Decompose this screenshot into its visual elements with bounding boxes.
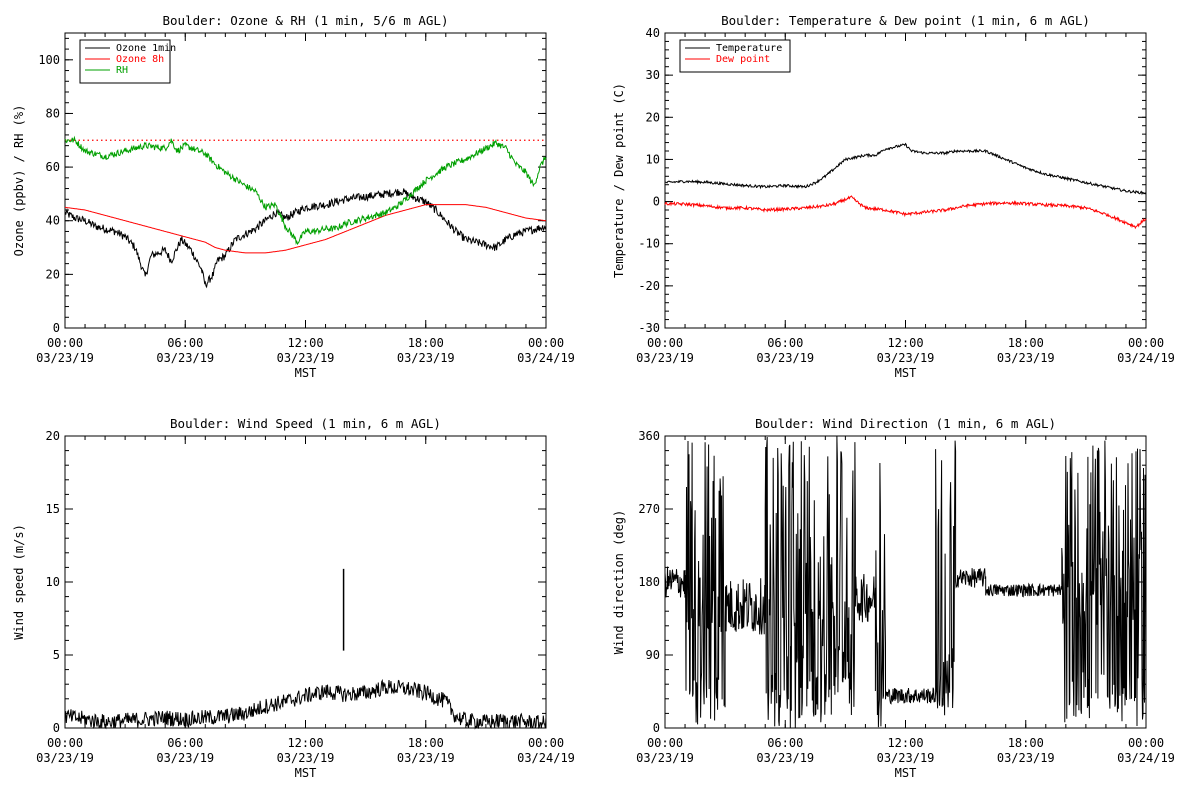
- chart-title: Boulder: Wind Direction (1 min, 6 m AGL): [755, 416, 1056, 431]
- y-tick-label: 15: [46, 502, 60, 516]
- y-tick-label: 270: [638, 502, 660, 516]
- chart-panel-1: Boulder: Ozone & RH (1 min, 5/6 m AGL) 0 2…: [12, 13, 575, 380]
- x-tick-label-time: 12:00: [287, 336, 323, 350]
- legend-entry: Ozone 1min: [116, 43, 176, 54]
- x-tick-label-date: 03/23/19: [997, 351, 1055, 365]
- y-tick-label: -30: [638, 321, 660, 335]
- legend-entry: Ozone 8h: [116, 54, 164, 65]
- x-tick-label-date: 03/23/19: [36, 351, 94, 365]
- x-tick-label-time: 12:00: [887, 736, 923, 750]
- x-tick-label-time: 18:00: [408, 336, 444, 350]
- x-tick-label-time: 00:00: [528, 336, 564, 350]
- y-tick-label: 360: [638, 429, 660, 443]
- series-line: [664, 436, 1147, 728]
- y-tick-label: 0: [653, 721, 660, 735]
- y-tick-label: 0: [53, 321, 60, 335]
- series-line: [64, 678, 547, 730]
- x-tick-label-time: 00:00: [528, 736, 564, 750]
- x-tick-label-date: 03/23/19: [156, 751, 214, 765]
- x-tick-label-date: 03/23/19: [877, 751, 935, 765]
- y-tick-label: 30: [646, 68, 660, 82]
- y-tick-label: 0: [53, 721, 60, 735]
- y-tick-label: -10: [638, 237, 660, 251]
- y-tick-label: 10: [46, 575, 60, 589]
- x-tick-label-time: 06:00: [767, 336, 803, 350]
- x-axis-label: MST: [895, 366, 917, 380]
- x-tick-label-time: 12:00: [887, 336, 923, 350]
- x-tick-label-time: 00:00: [1128, 336, 1164, 350]
- x-tick-label-date: 03/23/19: [277, 351, 335, 365]
- x-tick-label-date: 03/24/19: [1117, 751, 1175, 765]
- y-axis-label: Wind speed (m/s): [12, 524, 26, 640]
- y-tick-label: -20: [638, 279, 660, 293]
- x-tick-label-date: 03/23/19: [997, 751, 1055, 765]
- y-tick-label: 60: [46, 160, 60, 174]
- y-tick-label: 40: [646, 26, 660, 40]
- x-tick-label-date: 03/23/19: [877, 351, 935, 365]
- x-tick-label-date: 03/23/19: [397, 751, 455, 765]
- x-tick-label-time: 00:00: [47, 736, 83, 750]
- x-axis-label: MST: [295, 366, 317, 380]
- x-tick-label-date: 03/23/19: [756, 751, 814, 765]
- y-tick-label: 5: [53, 648, 60, 662]
- x-tick-label-date: 03/24/19: [517, 351, 575, 365]
- x-tick-label-time: 00:00: [647, 736, 683, 750]
- series-line: [64, 188, 547, 289]
- y-tick-label: 10: [646, 152, 660, 166]
- legend-box: [79, 39, 171, 84]
- series-line: [664, 142, 1147, 196]
- y-tick-label: 20: [46, 429, 60, 443]
- x-tick-label-time: 00:00: [47, 336, 83, 350]
- x-tick-label-date: 03/23/19: [36, 751, 94, 765]
- legend-entry: RH: [116, 65, 128, 76]
- y-tick-label: 40: [46, 214, 60, 228]
- chart-panel-4: Boulder: Wind Direction (1 min, 6 m AGL)…: [612, 416, 1175, 780]
- series-line: [64, 204, 547, 254]
- x-tick-label-date: 03/24/19: [1117, 351, 1175, 365]
- chart-title: Boulder: Wind Speed (1 min, 6 m AGL): [170, 416, 441, 431]
- plot-frame: [64, 435, 547, 729]
- y-tick-label: 0: [653, 195, 660, 209]
- x-tick-label-date: 03/23/19: [636, 351, 694, 365]
- x-tick-label-time: 06:00: [167, 336, 203, 350]
- legend-entry: Dew point: [716, 54, 770, 65]
- y-axis-label: Temperature / Dew point (C): [612, 83, 626, 278]
- x-tick-label-date: 03/23/19: [156, 351, 214, 365]
- y-axis-label: Wind direction (deg): [612, 510, 626, 655]
- chart-panel-3: Boulder: Wind Speed (1 min, 6 m AGL) 0 5 10…: [12, 416, 575, 780]
- series-line: [664, 195, 1147, 230]
- x-tick-label-time: 12:00: [287, 736, 323, 750]
- legend-box: [679, 39, 791, 73]
- x-tick-label-time: 06:00: [767, 736, 803, 750]
- x-axis-label: MST: [295, 766, 317, 780]
- x-tick-label-date: 03/24/19: [517, 751, 575, 765]
- x-tick-label-date: 03/23/19: [636, 751, 694, 765]
- chart-panel-2: Boulder: Temperature & Dew point (1 min,…: [612, 13, 1175, 380]
- x-tick-label-time: 18:00: [408, 736, 444, 750]
- x-tick-label-date: 03/23/19: [756, 351, 814, 365]
- x-tick-label-time: 06:00: [167, 736, 203, 750]
- x-tick-label-date: 03/23/19: [397, 351, 455, 365]
- y-tick-label: 180: [638, 575, 660, 589]
- y-tick-label: 20: [46, 267, 60, 281]
- legend-entry: Temperature: [716, 43, 782, 54]
- y-tick-label: 80: [46, 106, 60, 120]
- y-tick-label: 20: [646, 110, 660, 124]
- x-tick-label-date: 03/23/19: [277, 751, 335, 765]
- chart-title: Boulder: Temperature & Dew point (1 min,…: [721, 13, 1090, 28]
- x-axis-label: MST: [895, 766, 917, 780]
- series-line: [64, 135, 547, 246]
- y-tick-label: 90: [646, 648, 660, 662]
- x-tick-label-time: 18:00: [1008, 336, 1044, 350]
- chart-title: Boulder: Ozone & RH (1 min, 5/6 m AGL): [163, 13, 449, 28]
- x-tick-label-time: 00:00: [647, 336, 683, 350]
- y-tick-label: 100: [38, 53, 60, 67]
- x-tick-label-time: 00:00: [1128, 736, 1164, 750]
- y-axis-label: Ozone (ppbv) / RH (%): [12, 105, 26, 257]
- x-tick-label-time: 18:00: [1008, 736, 1044, 750]
